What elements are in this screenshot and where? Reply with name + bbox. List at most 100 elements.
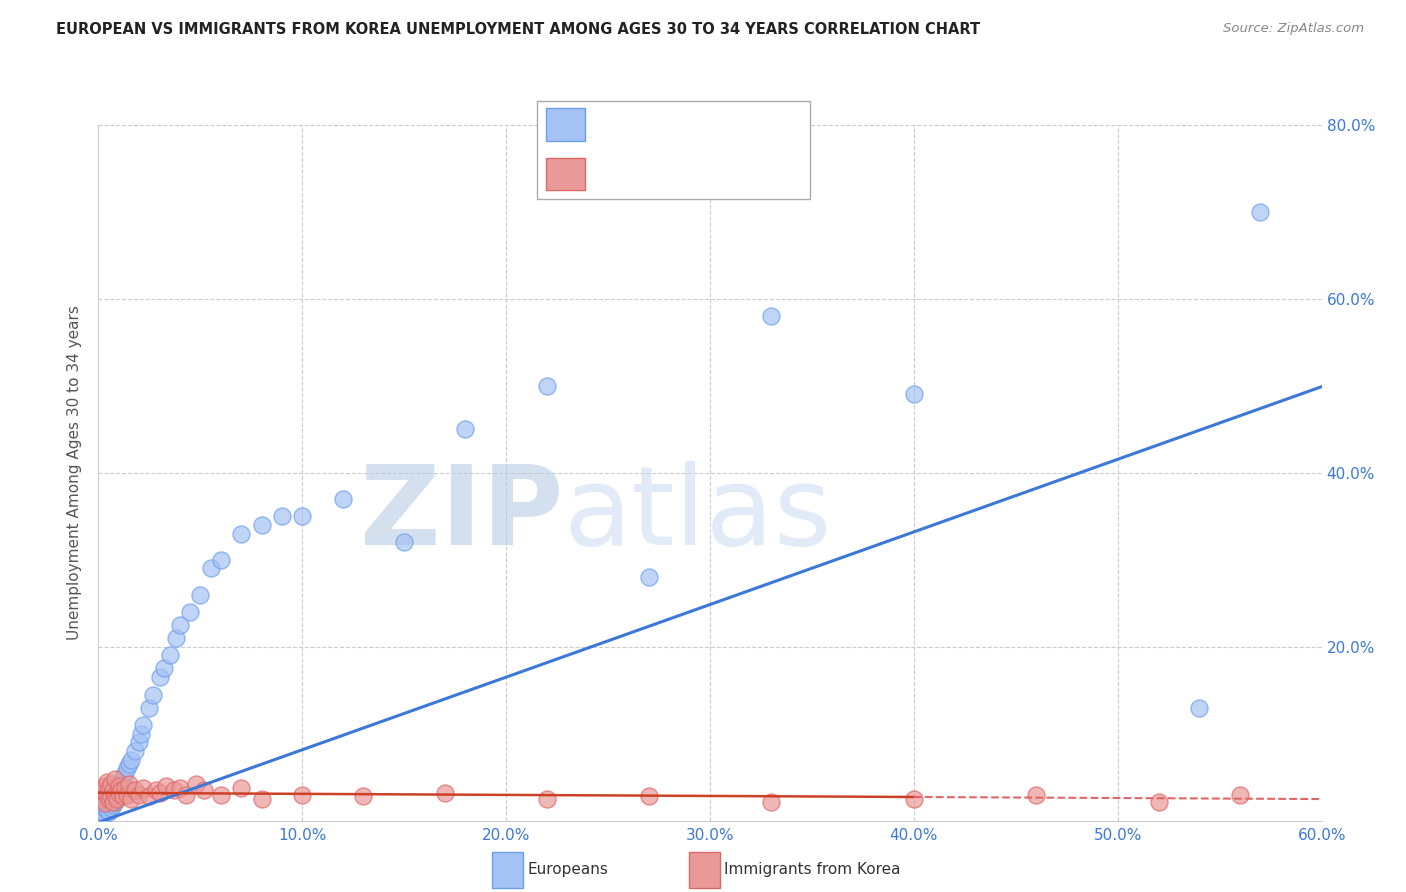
Point (145, 783, 167, 797)
FancyBboxPatch shape (546, 109, 585, 141)
Text: 50: 50 (759, 116, 782, 134)
Text: EUROPEAN VS IMMIGRANTS FROM KOREA UNEMPLOYMENT AMONG AGES 30 TO 34 YEARS CORRELA: EUROPEAN VS IMMIGRANTS FROM KOREA UNEMPL… (56, 22, 980, 37)
Point (159, 648, 181, 663)
Point (169, 618, 191, 632)
Point (96, 774, 118, 789)
Point (100, 777, 122, 791)
Point (165, 631, 187, 645)
Point (100, 796, 122, 810)
Point (1188, 700, 1211, 714)
Point (105, 783, 128, 797)
Point (1249, 205, 1271, 219)
Point (169, 780, 191, 795)
Point (115, 788, 138, 802)
Point (152, 661, 174, 675)
Text: N =: N = (709, 116, 756, 134)
Point (638, 789, 661, 804)
Point (91, 792, 114, 806)
Point (105, 792, 128, 806)
Point (104, 788, 127, 802)
Point (132, 718, 155, 732)
Point (128, 735, 150, 749)
Point (392, 535, 416, 549)
Point (332, 491, 354, 506)
Point (1229, 788, 1251, 802)
Point (200, 561, 222, 575)
Point (163, 783, 186, 797)
Text: ZIP: ZIP (360, 461, 564, 568)
Point (231, 780, 253, 795)
Point (188, 587, 212, 601)
Point (108, 779, 131, 793)
Point (91, 805, 114, 819)
Point (101, 795, 124, 809)
Point (536, 378, 558, 392)
Point (101, 783, 124, 797)
Point (270, 509, 294, 524)
Point (124, 783, 146, 797)
Point (120, 753, 142, 767)
Point (434, 786, 457, 800)
Point (186, 777, 208, 791)
Point (114, 780, 136, 795)
Point (120, 792, 142, 806)
Point (903, 792, 925, 806)
Point (100, 789, 122, 804)
Text: atlas: atlas (564, 461, 832, 568)
Text: N =: N = (709, 165, 756, 183)
Point (1147, 795, 1170, 809)
Point (105, 789, 128, 804)
Point (114, 765, 136, 780)
Point (536, 792, 558, 806)
Point (108, 786, 131, 800)
Point (93, 779, 115, 793)
Point (96, 788, 118, 802)
Point (101, 797, 124, 812)
Text: R =: R = (596, 116, 633, 134)
Point (250, 517, 273, 532)
Point (104, 788, 127, 802)
Point (291, 509, 314, 524)
Point (454, 422, 477, 436)
Point (104, 772, 127, 786)
Point (93, 800, 115, 814)
Point (128, 788, 150, 802)
Point (761, 310, 783, 324)
Point (193, 783, 215, 797)
Point (110, 774, 132, 789)
Point (138, 700, 160, 714)
Point (124, 744, 146, 758)
Point (209, 552, 232, 567)
Point (638, 570, 661, 584)
Point (1025, 788, 1047, 802)
Point (179, 605, 201, 619)
Point (111, 770, 134, 784)
Point (155, 779, 177, 793)
Text: -0.133: -0.133 (641, 165, 700, 183)
Point (97, 780, 120, 795)
FancyBboxPatch shape (546, 158, 585, 190)
Point (903, 387, 925, 401)
Point (93, 796, 115, 810)
Point (149, 670, 172, 684)
Point (89, 788, 111, 802)
Point (118, 777, 141, 791)
Point (97, 797, 120, 812)
Point (115, 761, 138, 775)
Point (97, 805, 120, 819)
Text: 0.632: 0.632 (641, 116, 700, 134)
Point (231, 526, 253, 541)
Point (291, 788, 314, 802)
Point (100, 800, 122, 814)
Point (110, 783, 132, 797)
Point (149, 786, 172, 800)
Point (93, 806, 115, 821)
Point (89, 809, 111, 823)
Point (174, 788, 197, 802)
Point (91, 783, 114, 797)
Point (108, 779, 131, 793)
Point (352, 789, 374, 804)
Point (132, 780, 155, 795)
Point (111, 789, 134, 804)
Point (101, 792, 124, 806)
